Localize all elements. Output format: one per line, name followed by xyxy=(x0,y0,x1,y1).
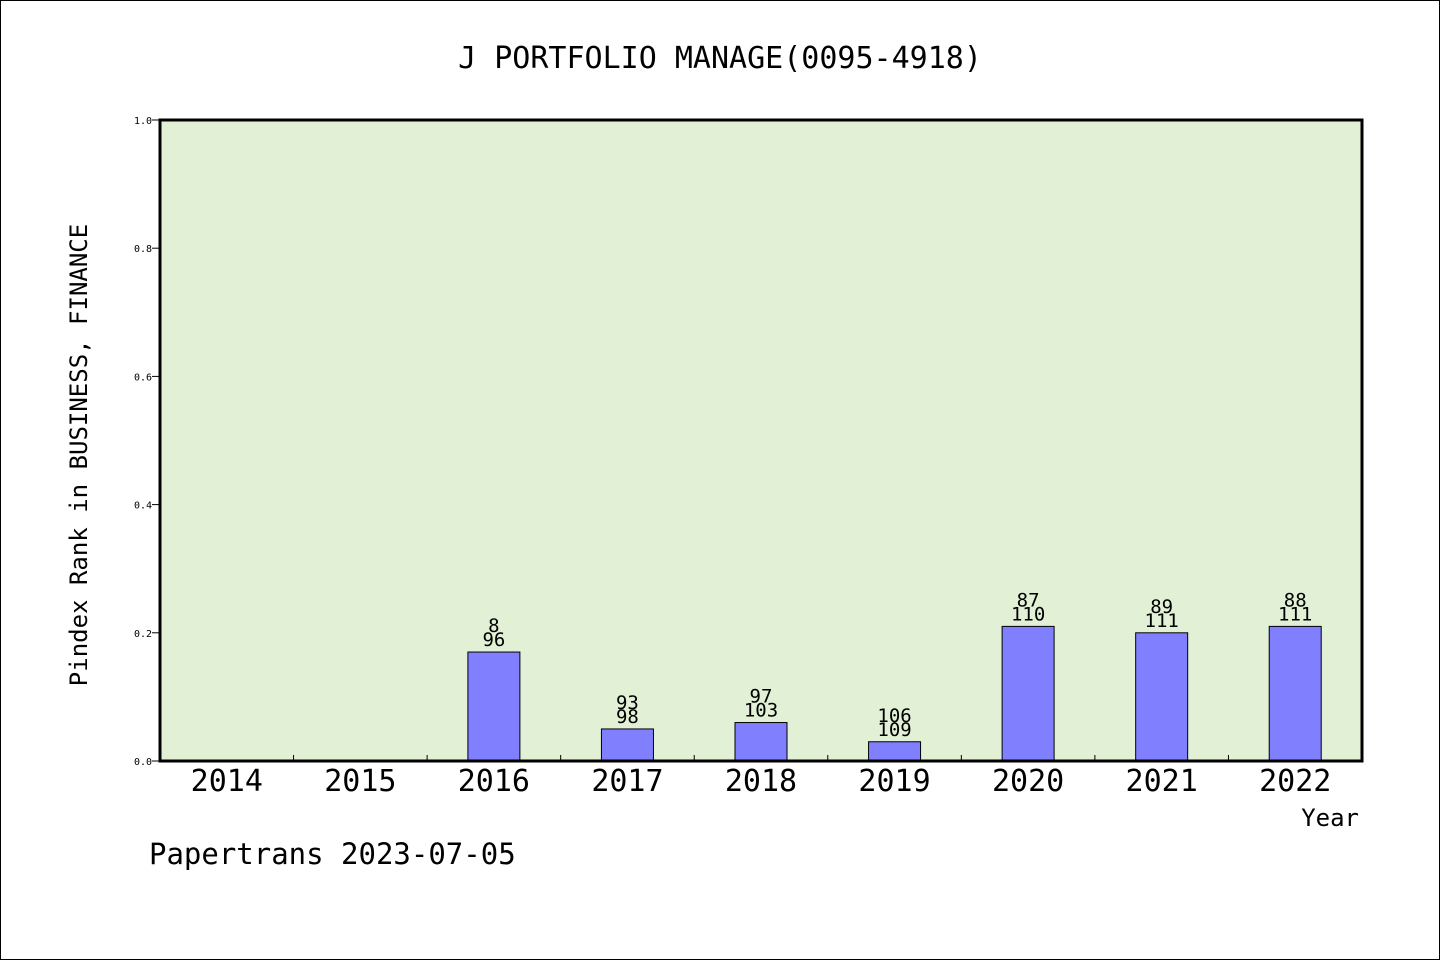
rank-label-2019: 106 xyxy=(877,705,911,727)
y-tick-label: 0.6 xyxy=(134,372,152,383)
rank-label-2022: 88 xyxy=(1284,589,1307,611)
rank-label-2021: 89 xyxy=(1150,596,1173,618)
x-tick-label-2021: 2021 xyxy=(1126,764,1198,799)
rank-label-2016: 8 xyxy=(488,615,499,637)
bar-2018 xyxy=(734,722,788,762)
plot-border xyxy=(158,118,1364,763)
y-tick-label: 0.4 xyxy=(134,501,152,512)
x-tick-label-2020: 2020 xyxy=(992,764,1064,799)
total-label-2016: 96 xyxy=(482,629,505,651)
x-tick-label-2016: 2016 xyxy=(458,764,530,799)
rank-label-2017: 93 xyxy=(616,692,639,714)
x-tick-label-2022: 2022 xyxy=(1259,764,1331,799)
bar-2020 xyxy=(1001,625,1055,762)
total-label-2017: 98 xyxy=(616,706,639,728)
total-label-2018: 103 xyxy=(744,700,778,722)
footer-credit: Papertrans 2023-07-05 xyxy=(149,837,516,871)
rank-label-2018: 97 xyxy=(750,686,773,708)
rank-label-2020: 87 xyxy=(1017,589,1040,611)
x-axis-ticks: 2014 2015 2016 2017 2018 2019 2020 2021 2022 xyxy=(191,755,1331,799)
total-label-2022: 111 xyxy=(1278,603,1312,625)
y-tick-label: 0.0 xyxy=(134,757,152,768)
x-tick-label-2017: 2017 xyxy=(591,764,663,799)
bar-2019 xyxy=(868,741,922,762)
y-tick-label: 1.0 xyxy=(134,116,152,127)
bar-2022 xyxy=(1268,625,1322,762)
x-tick-label-2014: 2014 xyxy=(191,764,263,799)
y-tick-label: 0.2 xyxy=(134,629,152,640)
bar-2021 xyxy=(1135,632,1189,762)
bar-2016 xyxy=(467,651,521,762)
y-tick-label: 0.8 xyxy=(134,244,152,255)
total-label-2019: 109 xyxy=(877,719,911,741)
x-tick-label-2019: 2019 xyxy=(858,764,930,799)
total-label-2020: 110 xyxy=(1011,603,1045,625)
bars-group xyxy=(467,625,1322,762)
x-axis-label: Year xyxy=(1301,804,1359,832)
total-label-2021: 111 xyxy=(1145,610,1179,632)
bar-2017 xyxy=(600,728,654,762)
y-axis-label: Pindex Rank in BUSINESS, FINANCE xyxy=(65,224,93,686)
x-tick-label-2018: 2018 xyxy=(725,764,797,799)
chart-title: J PORTFOLIO MANAGE(0095-4918) xyxy=(458,41,982,76)
x-tick-label-2015: 2015 xyxy=(324,764,396,799)
y-axis-ticks: 0.0 0.2 0.4 0.6 0.8 1.0 xyxy=(134,116,160,768)
